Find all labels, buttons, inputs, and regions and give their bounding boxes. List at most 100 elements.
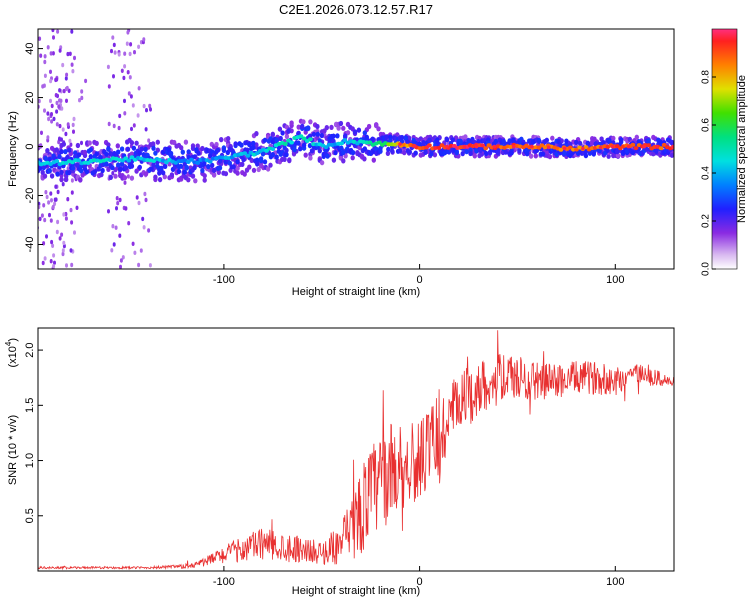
heatmap-speckle xyxy=(56,29,60,34)
heatmap-speckle xyxy=(128,51,132,57)
heatmap-band xyxy=(104,161,109,167)
heatmap-speckle xyxy=(69,142,73,147)
heatmap-band xyxy=(59,169,64,175)
heatmap-panel: -100 0 100 -40 -20 0 20 40 Height of straight … xyxy=(7,28,675,298)
heatmap-ridge-point xyxy=(129,155,135,160)
heatmap-halo xyxy=(134,140,139,146)
colorbar-tick-label: 0.8 xyxy=(701,70,712,84)
heatmap-ridge-point xyxy=(323,145,329,150)
heatmap-band xyxy=(286,128,291,134)
heatmap-halo xyxy=(99,172,104,178)
heatmap-speckle xyxy=(142,37,146,42)
heatmap-speckle xyxy=(116,201,120,206)
heatmap-halo xyxy=(42,173,48,179)
heatmap-speckle xyxy=(40,130,43,135)
heatmap-halo xyxy=(265,166,271,172)
heatmap-speckle xyxy=(118,233,122,238)
x-tick-label: 100 xyxy=(606,274,624,286)
heatmap-halo xyxy=(82,149,88,155)
heatmap-peak-point xyxy=(413,144,417,148)
heatmap-band xyxy=(168,150,174,157)
heatmap-speckle xyxy=(64,131,68,137)
heatmap-halo xyxy=(216,169,221,175)
heatmap-band xyxy=(292,147,297,153)
heatmap-band xyxy=(131,145,137,151)
heatmap-band xyxy=(129,163,135,169)
heatmap-speckle xyxy=(43,54,47,59)
heatmap-band xyxy=(421,142,426,148)
heatmap-halo xyxy=(319,160,325,166)
heatmap-speckle xyxy=(39,53,43,58)
colorbar-label: Normalized spectral amplitude xyxy=(736,75,748,223)
heatmap-speckle xyxy=(127,221,131,226)
heatmap-speckle xyxy=(64,76,68,81)
heatmap-ridge-point xyxy=(658,146,664,151)
heatmap-band xyxy=(210,162,215,168)
heatmap-halo xyxy=(214,141,219,148)
heatmap-speckle xyxy=(123,98,126,104)
heatmap-speckle xyxy=(56,219,60,225)
snr-multiplier-exp: 4 xyxy=(4,341,13,346)
heatmap-speckle xyxy=(33,263,36,267)
heatmap-band xyxy=(591,151,596,157)
heatmap-band xyxy=(116,149,121,155)
heatmap-band xyxy=(184,165,189,171)
heatmap-band xyxy=(468,150,473,157)
heatmap-band xyxy=(564,138,569,144)
heatmap-halo xyxy=(202,177,207,183)
heatmap-speckle xyxy=(110,48,113,54)
heatmap-ridge-point xyxy=(189,157,194,162)
heatmap-band xyxy=(301,142,307,148)
snr-x-ticks: -100 0 100 xyxy=(213,566,624,588)
heatmap-band xyxy=(278,135,283,142)
heatmap-speckle xyxy=(44,190,48,195)
heatmap-speckle xyxy=(54,93,58,98)
heatmap-speckle xyxy=(49,218,53,223)
heatmap-halo xyxy=(634,134,639,140)
heatmap-band xyxy=(78,168,84,174)
heatmap-band xyxy=(149,166,154,172)
heatmap-speckle xyxy=(53,197,57,202)
heatmap-speckle xyxy=(142,225,146,230)
heatmap-speckle xyxy=(111,35,115,40)
heatmap-speckle xyxy=(126,174,130,179)
heatmap-speckle xyxy=(62,88,66,94)
heatmap-speckle xyxy=(75,205,79,210)
heatmap-peak-point xyxy=(530,144,534,149)
heatmap-band xyxy=(192,165,197,171)
heatmap-band xyxy=(84,169,90,175)
heatmap-speckle xyxy=(60,232,64,237)
heatmap-peak-point xyxy=(598,145,603,150)
heatmap-halo xyxy=(256,166,261,173)
heatmap-speckle xyxy=(48,212,51,218)
colorbar-gradient xyxy=(711,28,738,270)
heatmap-speckle xyxy=(62,240,66,246)
heatmap-halo xyxy=(78,177,83,183)
snr-ylabel: SNR (10 * v/v) xyxy=(7,415,19,485)
y-tick-label: -20 xyxy=(24,188,36,204)
heatmap-halo xyxy=(559,138,564,144)
heatmap-band xyxy=(501,138,506,145)
heatmap-band xyxy=(386,146,391,152)
heatmap-band xyxy=(364,136,369,142)
heatmap-halo xyxy=(282,156,287,162)
colorbar-tick-label: 0.4 xyxy=(701,166,712,180)
heatmap-band xyxy=(211,167,217,173)
heatmap-halo xyxy=(113,173,118,179)
heatmap-band xyxy=(509,150,514,156)
heatmap-band xyxy=(143,146,148,152)
heatmap-peak-point xyxy=(474,144,479,149)
heatmap-band xyxy=(106,146,111,152)
heatmap-ridge-point xyxy=(245,153,251,158)
heatmap-speckle xyxy=(80,95,84,101)
heatmap-band xyxy=(458,138,463,144)
heatmap-band xyxy=(554,151,559,157)
heatmap-speckle xyxy=(107,84,111,89)
heatmap-band xyxy=(466,139,471,145)
heatmap-speckle xyxy=(110,248,114,253)
heatmap-ridge-point xyxy=(367,140,373,145)
heatmap-speckle xyxy=(49,69,52,75)
heatmap-peak-point xyxy=(547,145,551,150)
heatmap-ridge-point xyxy=(342,138,348,143)
